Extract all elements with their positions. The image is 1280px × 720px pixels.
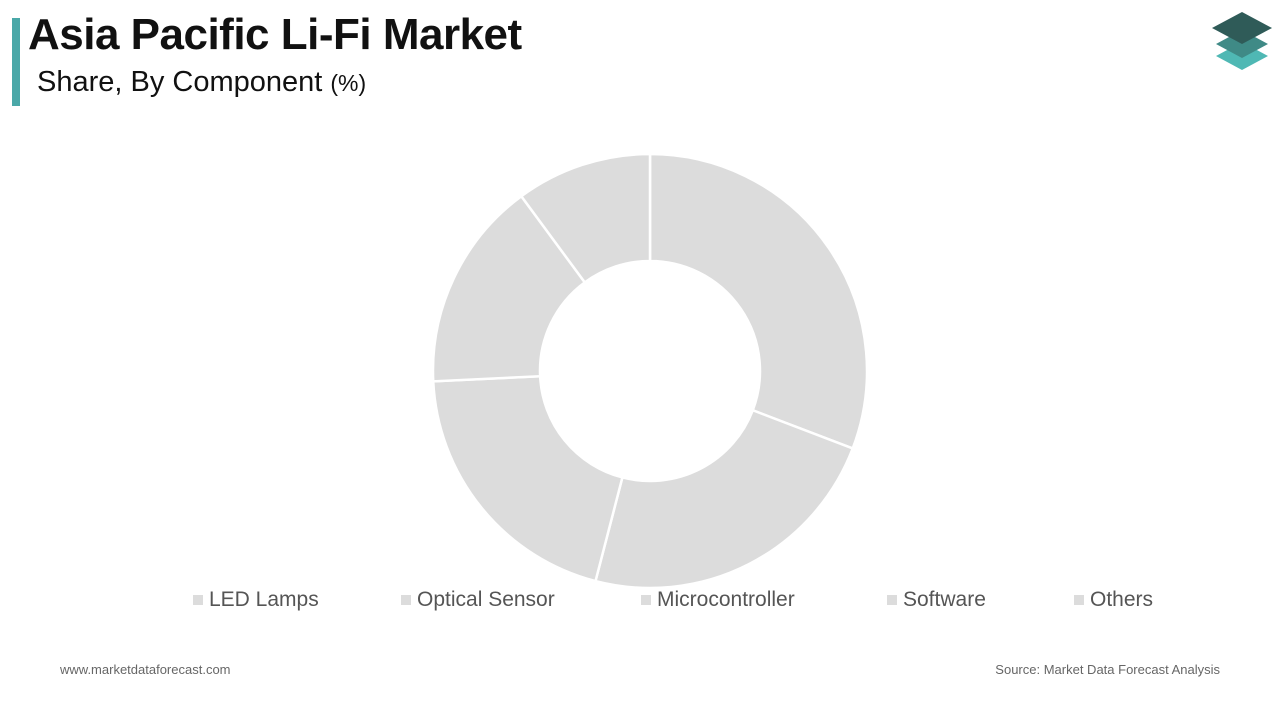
subtitle-unit: (%) xyxy=(330,70,367,96)
legend-label: Others xyxy=(1090,588,1154,611)
footer-website: www.marketdataforecast.com xyxy=(60,662,231,677)
donut-slice-led-lamps xyxy=(648,152,869,451)
page-title: Asia Pacific Li-Fi Market xyxy=(28,10,522,59)
legend-item-others: Others xyxy=(1074,588,1153,612)
title-accent-bar xyxy=(12,18,20,106)
legend-label: Optical Sensor xyxy=(417,588,555,611)
legend-label: Microcontroller xyxy=(657,588,795,611)
subtitle-text: Share, By Component xyxy=(37,66,323,98)
legend-item-microcontroller: Microcontroller xyxy=(641,588,795,612)
legend-swatch xyxy=(1074,595,1084,605)
legend-item-led-lamps: LED Lamps xyxy=(193,588,319,612)
logo-layer-top xyxy=(1212,12,1272,44)
chart-legend: LED Lamps Optical Sensor Microcontroller So… xyxy=(0,588,1280,614)
legend-swatch xyxy=(193,595,203,605)
legend-item-optical-sensor: Optical Sensor xyxy=(401,588,555,612)
legend-label: LED Lamps xyxy=(209,588,319,611)
page-subtitle: Share, By Component (%) xyxy=(37,66,366,99)
legend-swatch xyxy=(641,595,651,605)
legend-swatch xyxy=(887,595,897,605)
donut-slice-optical-sensor xyxy=(593,408,855,590)
legend-label: Software xyxy=(903,588,986,611)
footer-source: Source: Market Data Forecast Analysis xyxy=(995,662,1220,677)
donut-slice-microcontroller xyxy=(431,374,624,583)
donut-slice-others xyxy=(519,152,652,285)
legend-swatch xyxy=(401,595,411,605)
donut-slice-software xyxy=(431,194,587,383)
logo-icon xyxy=(1212,12,1272,70)
legend-item-software: Software xyxy=(887,588,986,612)
